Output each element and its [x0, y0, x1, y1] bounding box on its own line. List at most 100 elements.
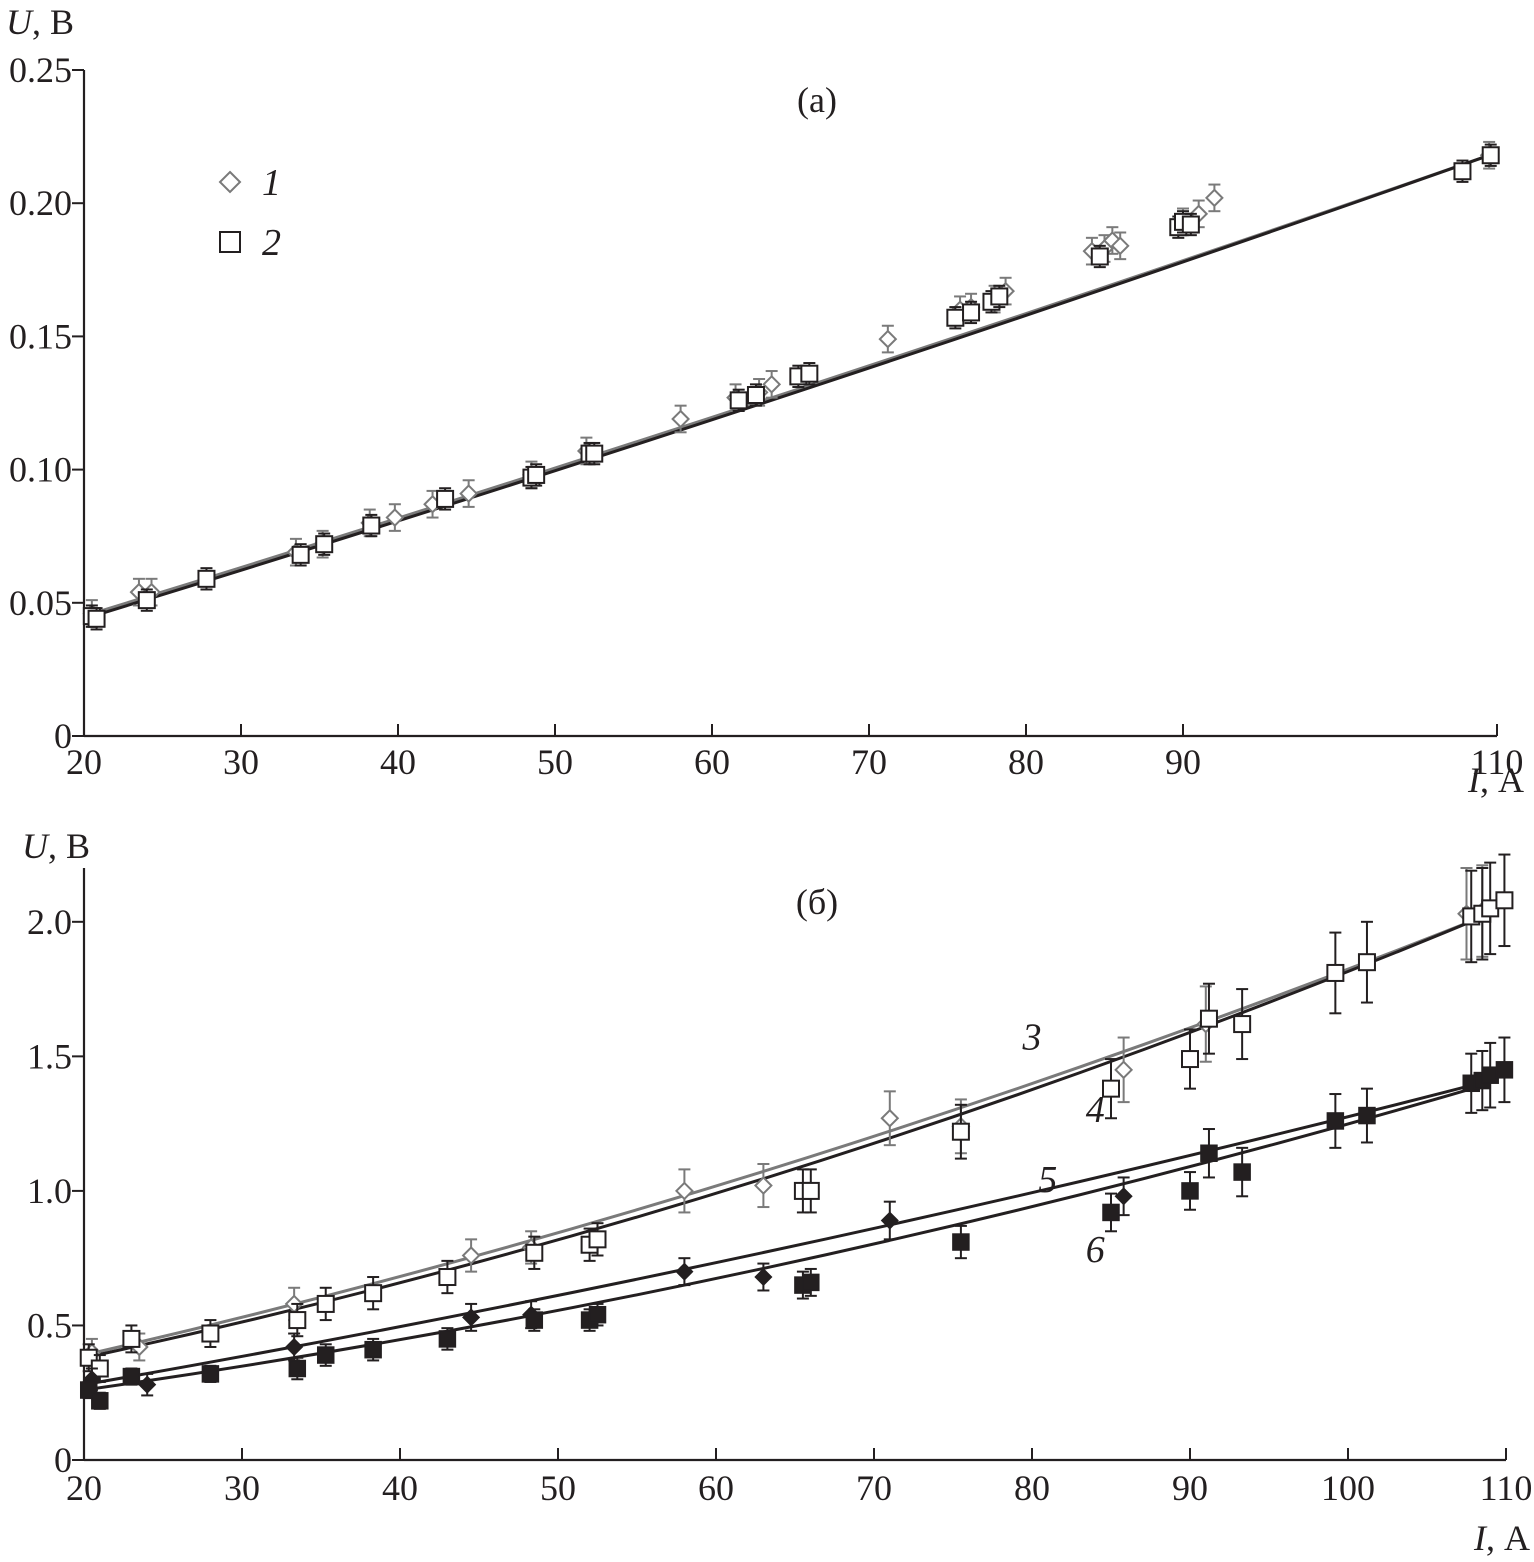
diamond-marker [462, 1308, 481, 1327]
y-tick-label: 0 [54, 716, 72, 756]
square-marker [801, 1181, 820, 1200]
x-tick-label: 110 [1480, 1468, 1533, 1508]
square-marker [746, 386, 765, 405]
x-tick-label: 30 [223, 742, 259, 782]
square-marker [288, 1359, 307, 1378]
x-tick-label: 50 [540, 1468, 576, 1508]
square-marker [438, 1268, 457, 1287]
data-point [746, 383, 765, 407]
data-point [1495, 853, 1514, 948]
data-point [316, 1343, 335, 1367]
data-point [671, 404, 691, 434]
legend: 12 [218, 162, 281, 264]
square-marker [1199, 1009, 1218, 1028]
data-point [459, 479, 479, 508]
x-tick-label: 110 [1471, 742, 1524, 782]
data-point [1326, 1093, 1345, 1149]
data-point [588, 1302, 607, 1327]
x-tick-label: 20 [66, 742, 102, 782]
square-marker [1181, 215, 1200, 234]
diamond-marker [675, 1262, 694, 1281]
data-point [364, 1276, 383, 1311]
x-tick-label: 40 [380, 742, 416, 782]
data-point [1495, 1036, 1514, 1104]
data-point [753, 1163, 773, 1209]
chart-a: 0 0.05 0.10 0.15 0.20 0.25 20 30 40 50 60 70 80 90 110… [6, 2, 1524, 800]
x-axis-label: I, А [1467, 760, 1524, 800]
data-point [1357, 920, 1376, 1004]
x-tick-label: 70 [851, 742, 887, 782]
data-point [952, 1224, 970, 1260]
y-axis-unit: , В [32, 2, 74, 42]
square-marker [364, 1340, 382, 1359]
diamond-marker [1114, 1060, 1134, 1080]
square-marker [1326, 963, 1345, 982]
square-marker [962, 303, 981, 322]
square-marker [800, 364, 819, 383]
data-point [1453, 159, 1472, 183]
data-point [362, 513, 381, 538]
diamond-marker [1110, 236, 1130, 256]
square-marker [201, 1324, 220, 1343]
data-point [137, 588, 156, 612]
data-point [316, 1286, 335, 1322]
y-tick-label: 0.20 [9, 183, 72, 223]
data-point [675, 1257, 694, 1287]
square-marker [527, 465, 546, 484]
x-tick-label: 30 [224, 1468, 260, 1508]
data-point [1233, 1146, 1251, 1198]
data-point [1181, 1028, 1199, 1090]
data-point [1102, 1058, 1120, 1120]
square-marker [951, 1122, 970, 1141]
legend-label: 2 [262, 222, 281, 264]
data-point [762, 370, 782, 399]
legend-label: 1 [262, 162, 281, 204]
data-point [525, 1235, 544, 1270]
data-point [462, 1302, 481, 1332]
panel-label: (б) [796, 882, 838, 922]
square-marker [364, 1284, 383, 1303]
data-point [1326, 931, 1345, 1015]
square-marker [1358, 1106, 1376, 1125]
y-tick-label: 0.25 [9, 50, 72, 90]
square-marker [438, 1330, 457, 1348]
data-point [802, 1267, 820, 1297]
square-marker [585, 444, 604, 463]
y-axis-label: U, В [22, 826, 90, 866]
square-marker [137, 591, 156, 610]
square-marker [1233, 1015, 1252, 1034]
square-marker [1181, 1182, 1199, 1200]
square-marker [802, 1273, 820, 1292]
data-point [527, 463, 546, 487]
data-point [438, 1327, 457, 1351]
data-point [201, 1364, 220, 1383]
y-axis-unit: , В [48, 826, 90, 866]
y-tick-label: 2.0 [27, 902, 72, 942]
data-point [1181, 212, 1200, 237]
data-point [87, 607, 106, 631]
data-point [197, 567, 216, 591]
x-tick-label: 80 [1014, 1468, 1050, 1508]
diamond-marker [461, 1246, 481, 1265]
data-point [1181, 1171, 1199, 1211]
data-point [1090, 244, 1109, 269]
square-marker [1102, 1203, 1120, 1222]
square-marker [946, 308, 965, 327]
square-marker [1495, 891, 1514, 910]
square-marker [219, 231, 241, 253]
square-marker [201, 1365, 220, 1383]
data-point [1102, 1192, 1120, 1233]
square-marker [1090, 247, 1109, 266]
data-point [880, 1200, 899, 1241]
x-tick-label: 90 [1172, 1468, 1208, 1508]
y-tick-label: 1.5 [27, 1036, 72, 1076]
y-axis-label: U, В [6, 2, 74, 42]
data-point [674, 1168, 694, 1214]
diamond-marker [674, 1181, 694, 1201]
x-tick-label: 80 [1008, 742, 1044, 782]
data-point [1199, 982, 1218, 1055]
panel-label: (а) [797, 80, 837, 120]
diamond-marker [754, 1267, 773, 1287]
square-marker [1453, 162, 1472, 181]
diamond-marker [1114, 1187, 1133, 1206]
